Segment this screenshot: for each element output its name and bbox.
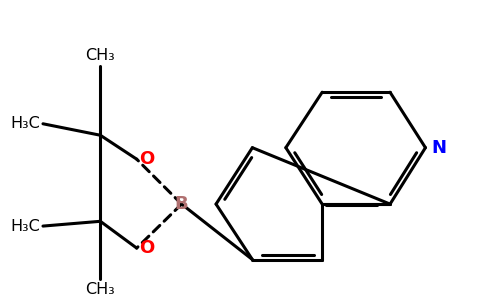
Text: CH₃: CH₃ [86,48,115,63]
Text: H₃C: H₃C [11,219,41,234]
Text: H₃C: H₃C [11,116,41,131]
Text: N: N [431,139,446,157]
Text: CH₃: CH₃ [86,283,115,298]
Text: O: O [139,150,154,168]
Text: O: O [139,239,154,257]
Text: B: B [175,195,188,213]
